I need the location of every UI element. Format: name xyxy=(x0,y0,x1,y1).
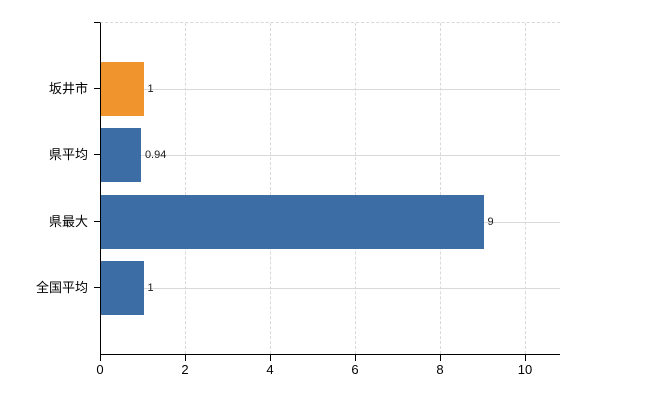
bar-value-label: 1 xyxy=(147,82,154,95)
y-axis-tick xyxy=(94,287,100,289)
y-axis-tick xyxy=(94,87,100,89)
bar xyxy=(101,261,144,316)
bar xyxy=(101,128,141,183)
vertical-gridline xyxy=(185,23,186,354)
y-axis-top-tick xyxy=(94,22,100,23)
x-axis-tick-label: 4 xyxy=(266,362,274,377)
x-axis-tick-label: 2 xyxy=(181,362,189,377)
bar-value-label: 0.94 xyxy=(144,149,167,162)
vertical-gridline xyxy=(440,23,441,354)
horizontal-gridline xyxy=(101,88,560,90)
x-axis-tick-label: 8 xyxy=(436,362,444,377)
y-axis-label: 県最大 xyxy=(48,213,88,229)
vertical-gridline xyxy=(525,23,526,354)
y-axis-label: 全国平均 xyxy=(35,280,88,296)
x-axis-tick-label: 0 xyxy=(96,362,104,377)
y-axis-label: 坂井市 xyxy=(48,80,88,96)
bar-value-label: 1 xyxy=(147,282,154,295)
x-axis-tick xyxy=(270,355,271,361)
plot-area: 1 0.94 9 1 xyxy=(100,22,560,355)
y-axis-label: 県平均 xyxy=(48,147,88,163)
x-axis-tick xyxy=(355,355,356,361)
bar xyxy=(101,61,144,116)
bar xyxy=(101,194,484,249)
x-axis-tick xyxy=(185,355,186,361)
x-axis-tick xyxy=(440,355,441,361)
y-axis-tick xyxy=(94,154,100,156)
x-axis-tick xyxy=(100,355,101,361)
vertical-gridline xyxy=(355,23,356,354)
bar-value-label: 9 xyxy=(487,215,494,228)
x-axis-tick-label: 10 xyxy=(517,362,533,377)
x-axis-tick-label: 6 xyxy=(351,362,359,377)
horizontal-gridline xyxy=(101,288,560,290)
vertical-gridline xyxy=(270,23,271,354)
x-axis-tick xyxy=(525,355,526,361)
y-axis-tick xyxy=(94,220,100,222)
horizontal-gridline xyxy=(101,155,560,157)
